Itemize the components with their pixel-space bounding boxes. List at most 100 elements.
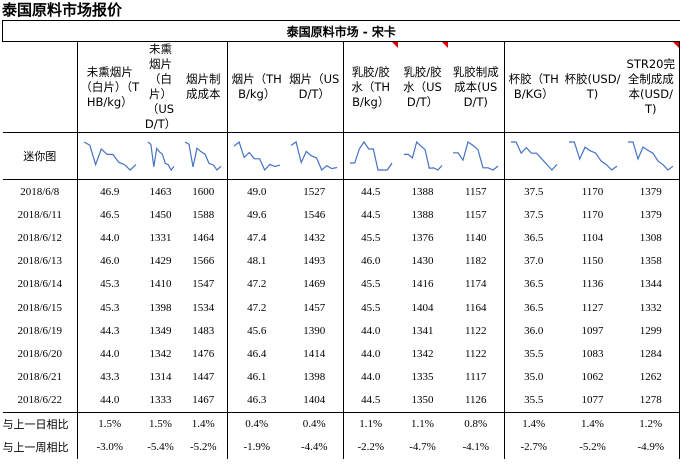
change-cell: -3.0% [77, 435, 142, 459]
price-cell: 1342 [149, 347, 172, 360]
price-cell: 46.9 [77, 179, 142, 204]
price-cell: 35.5 [504, 342, 563, 366]
price-cell: 1299 [622, 319, 680, 343]
price-cell: 46.0 [77, 249, 142, 273]
column-header-label: 未熏烟片（白片）（USD/T） [144, 42, 177, 131]
price-cell: 1379 [622, 179, 680, 204]
change-cell: 1.4% [562, 411, 623, 436]
price-cell: 1349 [149, 324, 172, 337]
change-cell: -4.4% [300, 441, 328, 454]
sparkline-line [453, 141, 499, 171]
price-cell: 46.1 [227, 365, 286, 389]
sparkline-cell [622, 132, 680, 180]
price-cell: 1483 [192, 324, 215, 337]
price-cell: 1546 [303, 208, 326, 221]
sparkline [349, 140, 393, 171]
price-cell: 44.3 [77, 319, 142, 343]
price-cell: 1157 [464, 208, 487, 221]
sparkline [628, 141, 674, 171]
sparkline-line [510, 141, 558, 171]
column-header: 未熏烟片（白片）（THB/kg） [77, 41, 142, 133]
price-cell: 1398 [303, 371, 326, 384]
change-cell: 1.5% [77, 411, 142, 436]
price-cell: 1174 [464, 278, 487, 291]
sparkline-label: 迷你图 [2, 132, 78, 180]
price-cell: 1467 [192, 394, 215, 407]
sparkline [403, 140, 442, 171]
column-header-label: STR20完全制成成本(USD/T) [626, 57, 675, 116]
price-cell: 1182 [464, 255, 487, 268]
row-date: 2018/6/22 [17, 394, 63, 407]
table-row: 2018/6/21 43.3 1314 1447 46.1 1398 44.0 1335 111… [3, 365, 680, 389]
change-cell: 1.4% [179, 411, 228, 436]
price-cell: 1432 [303, 231, 326, 244]
page-title: 泰国原料市场报价 [2, 1, 123, 19]
change-cell: -1.9% [227, 435, 286, 459]
price-cell: 46.5 [77, 203, 142, 227]
price-cell: 37.0 [504, 249, 563, 273]
sparkline-line [290, 141, 338, 171]
price-cell: 1527 [303, 185, 326, 198]
change-cell: -2.7% [504, 435, 563, 459]
price-cell: 45.5 [343, 295, 398, 320]
market-title: 泰国原料市场 - 宋卡 [2, 20, 680, 42]
sparkline [233, 140, 280, 172]
price-cell: 47.4 [227, 226, 286, 250]
price-cell: 1447 [192, 371, 215, 384]
column-header: 乳胶/胶水（USD/T） [398, 42, 448, 133]
row-date: 2018/6/21 [17, 371, 63, 384]
price-cell: 1588 [192, 208, 215, 221]
change-cell: -5.2% [189, 441, 217, 454]
column-header-label: 杯胶(USD/T) [564, 72, 621, 101]
column-header: 未熏烟片（白片）（USD/T） [142, 42, 180, 133]
row-date: 2018/6/20 [17, 347, 63, 360]
column-header-label: 乳胶/胶水（USD/T） [403, 64, 442, 109]
price-cell: 1127 [581, 301, 604, 314]
price-cell: 1308 [622, 226, 680, 250]
price-cell: 1388 [411, 185, 434, 198]
sparkline-cell [397, 132, 448, 180]
column-header: 杯胶（THB/KG） [504, 41, 563, 133]
row-date: 2018/6/19 [17, 324, 63, 337]
price-cell: 44.5 [343, 203, 398, 227]
sparkline-line [184, 141, 222, 171]
price-cell: 44.0 [343, 319, 398, 343]
price-cell: 1450 [149, 208, 172, 221]
sparkline-line [403, 140, 442, 171]
price-cell: 1534 [192, 301, 215, 314]
price-cell: 1122 [464, 347, 487, 360]
change-cell: 0.4% [227, 411, 286, 436]
column-header-label: 烟片（USD/T） [289, 72, 340, 101]
row-date: 2018/6/11 [17, 208, 62, 221]
price-cell: 37.5 [504, 203, 563, 227]
price-cell: 1062 [581, 371, 604, 384]
price-cell: 1379 [622, 203, 680, 227]
sparkline-cell [179, 132, 228, 180]
column-header: STR20完全制成成本(USD/T) [622, 41, 680, 133]
change-cell: 1.1% [397, 411, 448, 436]
price-cell: 44.0 [77, 226, 142, 250]
price-cell: 45.3 [77, 295, 142, 320]
sparkline-line [568, 141, 617, 171]
price-cell: 36.5 [504, 272, 563, 296]
column-header: 乳胶制成成本(USD/T) [448, 42, 505, 133]
price-cell: 1416 [411, 278, 434, 291]
price-cell: 1410 [149, 278, 172, 291]
price-cell: 48.1 [227, 249, 286, 273]
column-header: 烟片制成成本 [180, 42, 228, 133]
comment-flag-icon [441, 42, 448, 48]
change-cell: -2.2% [343, 435, 398, 459]
comment-flag-icon [391, 42, 398, 48]
price-cell: 1097 [581, 324, 604, 337]
price-cell: 44.0 [343, 342, 398, 366]
price-cell: 1358 [622, 249, 680, 273]
price-cell: 44.0 [343, 365, 398, 389]
sparkline [510, 141, 558, 171]
corner-cell [3, 42, 78, 133]
price-cell: 36.0 [504, 319, 563, 343]
price-cell: 1600 [192, 185, 215, 198]
price-cell: 1469 [303, 278, 326, 291]
change-cell: 0.4% [285, 411, 344, 436]
column-header: 乳胶/胶水（THB/kg） [343, 41, 398, 133]
price-cell: 1140 [464, 231, 487, 244]
